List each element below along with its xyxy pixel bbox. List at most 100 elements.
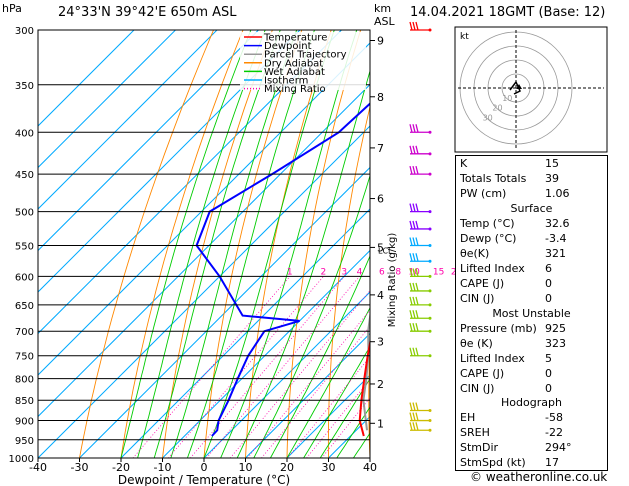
pressure-tick-label: 350	[15, 81, 34, 92]
most-unstable-label: CAPE (J)	[460, 367, 505, 380]
wind-barb-dot	[428, 152, 432, 156]
pressure-tick-label: 1000	[9, 454, 34, 465]
surface-value: -3.4	[545, 232, 567, 245]
wind-barb-feather	[412, 282, 416, 292]
isotherm-line	[38, 83, 370, 418]
wind-barb-feather	[409, 402, 413, 411]
index-label: K	[460, 157, 468, 170]
legend-entry: Isotherm	[264, 76, 308, 87]
most-unstable-box: Most Unstable Pressure (mb) 925 θe (K) 323 L…	[455, 306, 608, 397]
surface-title: Surface	[510, 202, 553, 215]
dry-adiabat-line	[620, 30, 629, 458]
wind-barb	[409, 21, 432, 32]
most-unstable-title: Most Unstable	[492, 307, 571, 320]
wind-barb-dot	[428, 130, 432, 134]
storm-motion-marker	[516, 84, 522, 89]
km-tick-label: 7	[377, 142, 384, 155]
temp-tick-label: 30	[322, 461, 336, 474]
wind-barb-feather	[415, 145, 419, 154]
wind-barb-feather	[412, 412, 416, 421]
hodograph-label: EH	[460, 411, 476, 424]
wind-barb	[409, 268, 432, 278]
most-unstable-value: 0	[545, 367, 552, 380]
km-tick-label: 4	[377, 289, 384, 302]
wind-barb-feather	[412, 268, 416, 277]
surface-label: Temp (°C)	[460, 217, 515, 230]
temp-tick-label: -10	[154, 461, 172, 474]
surface-value: 0	[545, 277, 552, 290]
wind-barb-dot	[428, 316, 432, 320]
surface-row: Lifted Index 6	[456, 261, 607, 276]
pressure-tick-label: 950	[15, 436, 34, 447]
wet-adiabat-line	[303, 345, 370, 458]
km-tick-label: 6	[377, 193, 384, 206]
wind-barb	[409, 296, 432, 307]
mixing-ratio-label: 6	[379, 267, 385, 277]
surface-value: 321	[545, 247, 566, 260]
wind-barb-feather	[415, 165, 419, 175]
isotherm-line	[203, 291, 370, 458]
wind-barb-feather	[409, 323, 413, 332]
legend-entry: Mixing Ratio	[264, 84, 326, 95]
surface-label: CIN (J)	[460, 292, 495, 305]
wind-barb-feather	[415, 422, 419, 431]
index-row: K 15	[456, 156, 607, 171]
wind-barb-feather	[415, 402, 419, 411]
hodograph-value: -22	[545, 426, 563, 439]
wind-barb-feather	[409, 253, 413, 262]
datetime-title: 14.04.2021 18GMT (Base: 12)	[410, 5, 606, 20]
wind-barb-feather	[409, 282, 413, 292]
wind-barb-dot	[428, 428, 432, 432]
surface-label: CAPE (J)	[460, 277, 505, 290]
wind-barb	[409, 282, 432, 293]
legend-entry: Dry Adiabat	[264, 58, 323, 69]
dry-adiabat-line	[368, 337, 370, 458]
pressure-tick-label: 650	[15, 301, 34, 312]
hodograph-ring-label: 20	[492, 104, 502, 113]
hodograph-ring-label: 10	[502, 94, 512, 103]
wind-barb-dot	[428, 274, 432, 278]
temp-tick-label: 40	[363, 461, 377, 474]
km-tick-label: 9	[377, 35, 384, 48]
surface-row: Temp (°C) 32.6	[456, 216, 607, 231]
wind-barb-feather	[412, 145, 416, 154]
wind-barb-feather	[415, 412, 419, 421]
mixing-ratio-line	[132, 276, 291, 458]
km-tick-label: 1	[377, 417, 384, 430]
hodograph-label: SREH	[460, 426, 490, 439]
surface-box: Surface Temp (°C) 32.6 Dewp (°C) -3.4 θe(K) 3…	[455, 201, 608, 307]
surface-row: θe(K) 321	[456, 246, 607, 261]
wind-barb	[409, 412, 432, 423]
hodograph-box: Hodograph EH -58 SREH -22 StmDir 294° StmSpd (…	[455, 395, 608, 471]
hodograph-value: 17	[545, 456, 559, 469]
wind-barb-feather	[415, 124, 419, 133]
temp-tick-label: -40	[29, 461, 47, 474]
pressure-tick-label: 800	[15, 375, 34, 386]
dry-adiabat-line	[162, 30, 273, 458]
hodograph-row: EH -58	[456, 410, 607, 425]
wind-barb	[409, 310, 432, 320]
index-label: Totals Totals	[460, 172, 527, 185]
pressure-tick-label: 900	[15, 417, 34, 428]
wind-barb-feather	[412, 237, 416, 246]
parcel-trajectory-line	[362, 309, 370, 431]
mixing-ratio-axis-label: Mixing Ratio (g/kg)	[387, 233, 398, 328]
wind-barb-feather	[415, 268, 419, 277]
wind-barb-feather	[412, 124, 416, 133]
x-axis-label: Dewpoint / Temperature (°C)	[118, 473, 290, 486]
wind-barb-dot	[428, 409, 432, 413]
pressure-tick-label: 450	[15, 170, 34, 181]
wind-barb-feather	[415, 323, 419, 332]
wet-adiabat-line	[319, 377, 370, 458]
mixing-ratio-label: 3	[341, 267, 347, 277]
hodograph-frame	[454, 26, 608, 153]
wind-barb	[409, 347, 432, 358]
wind-barb-feather	[412, 253, 416, 262]
wind-barb-feather	[409, 268, 413, 277]
wind-barb-dot	[428, 259, 432, 263]
wind-barb-feather	[415, 253, 419, 262]
wind-barb-dot	[428, 172, 432, 176]
surface-label: Dewp (°C)	[460, 232, 517, 245]
